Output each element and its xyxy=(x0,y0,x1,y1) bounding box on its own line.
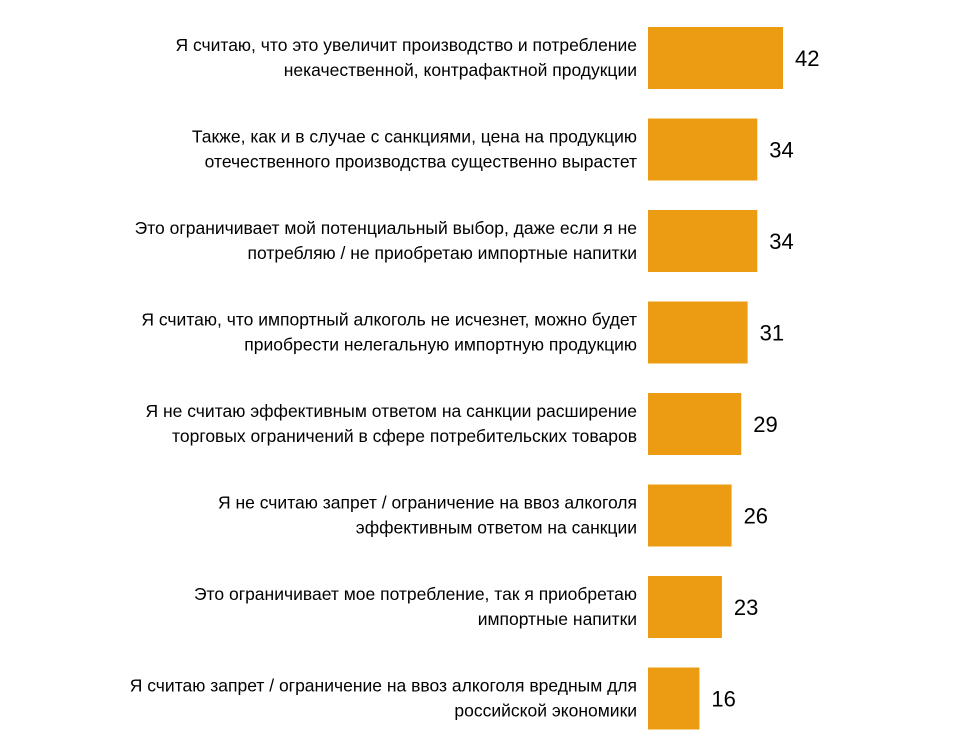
category-label: некачественной, контрафактной продукции xyxy=(284,60,637,80)
value-label: 34 xyxy=(769,229,793,254)
value-label: 16 xyxy=(711,687,735,712)
category-label: Я считаю, что это увеличит производство … xyxy=(175,35,637,55)
category-label: эффективным ответом на санкции xyxy=(356,518,637,538)
category-label: Я не считаю запрет / ограничение на ввоз… xyxy=(218,493,637,513)
value-label: 34 xyxy=(769,138,793,163)
value-label: 31 xyxy=(760,321,784,346)
category-label: импортные напитки xyxy=(478,609,637,629)
bar xyxy=(648,667,700,730)
category-label: приобрести нелегальную импортную продукц… xyxy=(244,335,637,355)
category-label: Это ограничивает мое потребление, так я … xyxy=(194,584,637,604)
category-label: потребляю / не приобретаю импортные напи… xyxy=(248,243,637,263)
value-label: 23 xyxy=(734,595,758,620)
bar xyxy=(648,301,748,364)
category-label: Я считаю, что импортный алкоголь не исче… xyxy=(141,310,637,330)
category-label: Я считаю запрет / ограничение на ввоз ал… xyxy=(130,676,637,696)
category-label: торговых ограничений в сфере потребитель… xyxy=(172,426,637,446)
value-label: 42 xyxy=(795,46,819,71)
category-label: Это ограничивает мой потенциальный выбор… xyxy=(135,218,637,238)
bar xyxy=(648,210,758,272)
category-label: российской экономики xyxy=(454,701,637,721)
value-label: 29 xyxy=(753,412,777,437)
bar xyxy=(648,27,783,89)
category-label: Я не считаю эффективным ответом на санкц… xyxy=(145,401,637,421)
value-label: 26 xyxy=(744,504,768,529)
bar xyxy=(648,484,732,547)
bar xyxy=(648,118,758,181)
category-label: Также, как и в случае с санкциями, цена … xyxy=(192,127,637,147)
bar xyxy=(648,393,742,455)
category-label: отечественного производства существенно … xyxy=(205,152,637,172)
bar xyxy=(648,576,722,638)
